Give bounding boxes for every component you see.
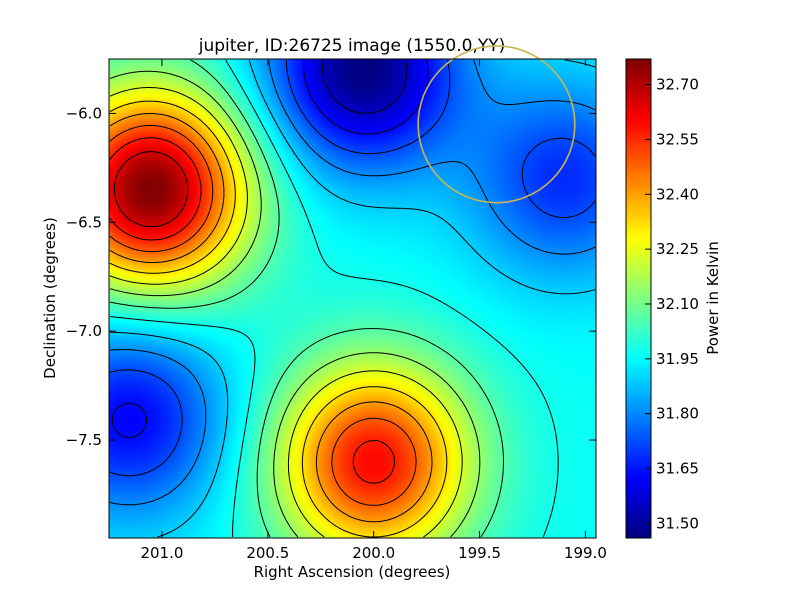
source-circle: [417, 45, 576, 204]
colorbar-ticks: 31.50 31.65 31.80 31.95 32.10 32.25 32.40 32.55…: [645, 76, 699, 532]
x-tick-label: 199.5: [458, 544, 501, 562]
x-tick-label: 200.5: [246, 544, 289, 562]
x-axis: 201.0 200.5 200.0 199.5 199.0: [140, 59, 607, 562]
contour-line: [109, 113, 433, 523]
colorbar-frame: [625, 58, 652, 539]
contour-line: [109, 87, 463, 538]
contour-line: [109, 137, 395, 484]
contour-line: [109, 59, 504, 538]
contour-line: [322, 59, 408, 114]
y-tick-label: −7.0: [66, 322, 102, 340]
chart-title: jupiter, ID:26725 image (1550.0,YY): [198, 36, 506, 56]
contour-line: [109, 59, 596, 506]
plot-frame: [108, 58, 597, 539]
colorbar: 31.50 31.65 31.80 31.95 32.10 32.25 32.40 32.55…: [625, 58, 722, 539]
colorbar-tick-label: 31.65: [656, 460, 699, 478]
heatmap-image: [109, 59, 596, 538]
x-tick-label: 201.0: [140, 544, 183, 562]
contour-line: [109, 100, 448, 538]
y-tick-label: −6.5: [66, 213, 102, 231]
colorbar-tick-label: 32.70: [656, 76, 699, 94]
colorbar-tick-label: 32.10: [656, 295, 699, 313]
contour-line: [109, 70, 481, 538]
y-tick-label: −7.5: [66, 431, 102, 449]
plot-area: [108, 45, 597, 539]
contour-line: [109, 125, 417, 506]
contour-line: [109, 59, 559, 538]
contour-line: [110, 59, 596, 538]
contour-line: [109, 59, 596, 477]
contour-line: [113, 151, 189, 228]
colorbar-label: Power in Kelvin: [704, 241, 722, 355]
x-tick-label: 200.0: [352, 544, 395, 562]
x-axis-label: Right Ascension (degrees): [254, 563, 451, 581]
colorbar-tick-label: 31.80: [656, 405, 699, 423]
colorbar-tick-label: 32.40: [656, 185, 699, 203]
y-tick-label: −6.0: [66, 104, 102, 122]
colorbar-tick-label: 31.50: [656, 514, 699, 532]
colorbar-tick-label: 32.55: [656, 130, 699, 148]
contour-lines: [109, 59, 596, 538]
colorbar-tick-label: 32.25: [656, 240, 699, 258]
x-tick-label: 199.0: [564, 544, 607, 562]
colorbar-gradient: [626, 59, 651, 538]
y-axis: −6.0 −6.5 −7.0 −7.5: [66, 104, 596, 449]
colorbar-tick-label: 31.95: [656, 350, 699, 368]
y-axis-label: Declination (degrees): [41, 217, 59, 379]
